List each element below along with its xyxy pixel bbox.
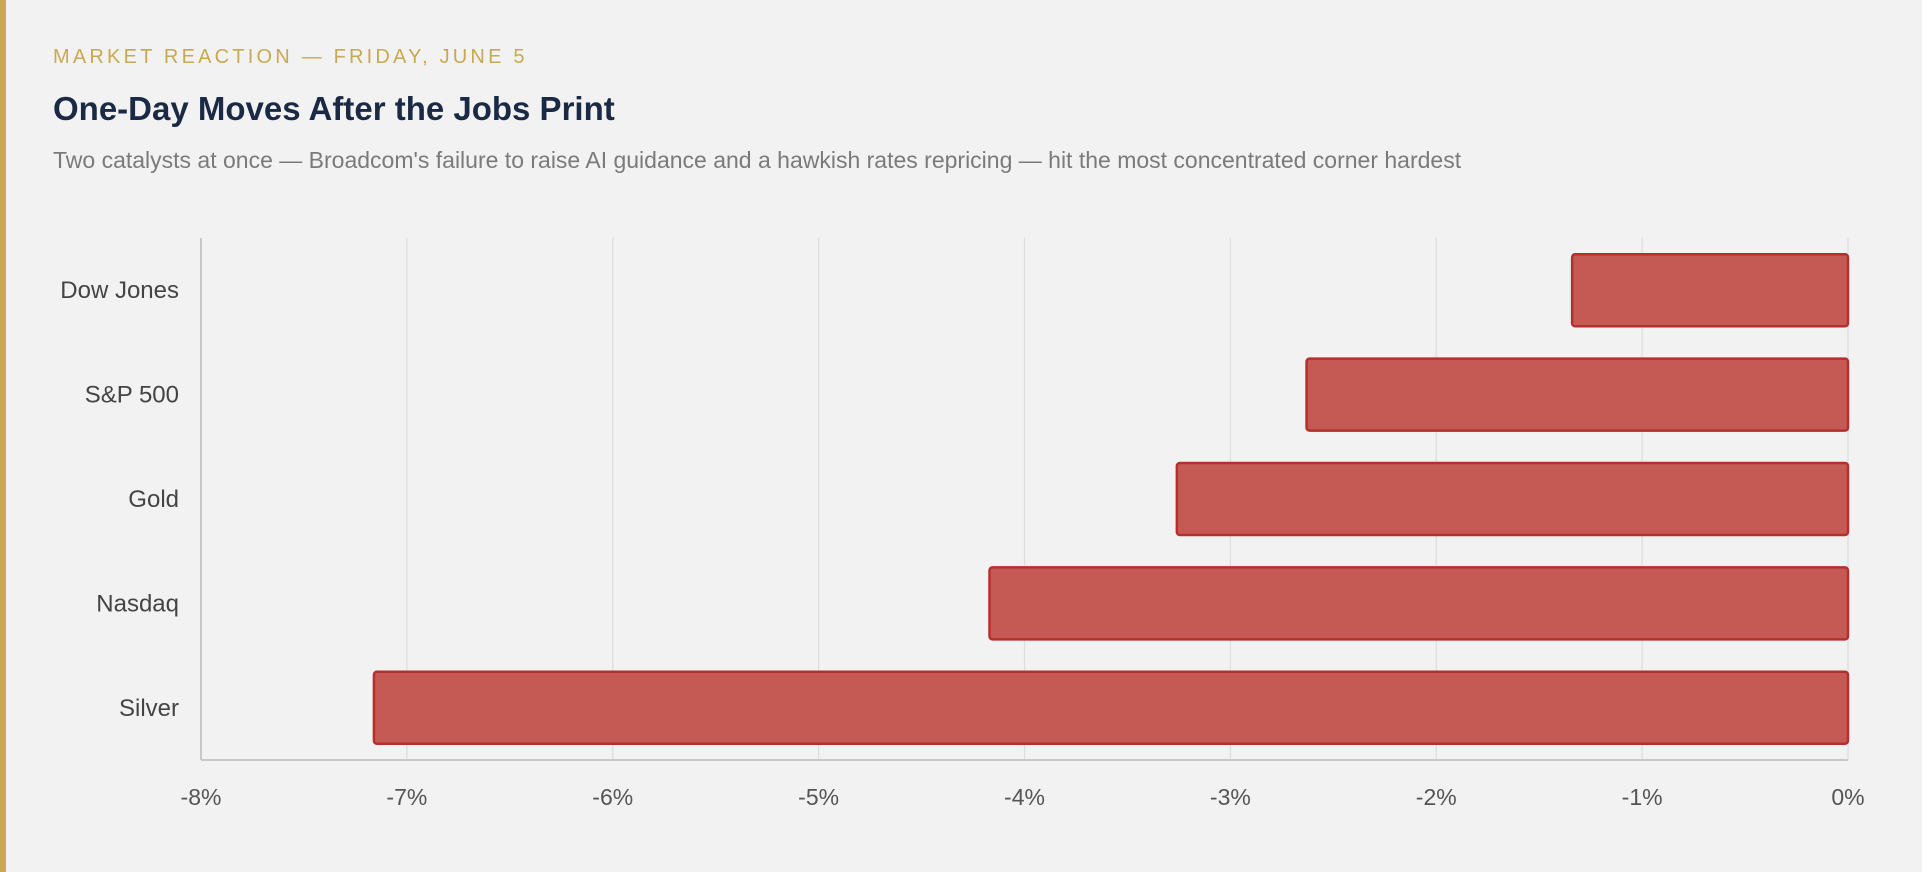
y-category-label: Silver <box>119 695 179 722</box>
bar <box>372 670 1850 746</box>
bar <box>1175 461 1850 537</box>
bars <box>372 252 1850 746</box>
eyebrow-label: MARKET REACTION — FRIDAY, JUNE 5 <box>53 46 528 68</box>
bar <box>1305 357 1850 432</box>
x-tick-label: -3% <box>1210 784 1251 810</box>
chart-subtitle: Two catalysts at once — Broadcom's failu… <box>53 147 1462 173</box>
x-tick-label: -2% <box>1416 784 1457 810</box>
bar <box>1570 252 1850 328</box>
axes <box>200 238 1848 761</box>
x-tick-label: -7% <box>386 784 427 810</box>
y-category-label: Gold <box>128 486 179 513</box>
y-category-label: Nasdaq <box>96 590 179 617</box>
x-tick-label: -6% <box>592 784 633 810</box>
accent-bar <box>0 0 6 872</box>
chart-title: One-Day Moves After the Jobs Print <box>53 90 615 127</box>
y-category-label: Dow Jones <box>60 277 179 304</box>
x-tick-label: -8% <box>181 784 222 810</box>
x-tick-label: -5% <box>798 784 839 810</box>
x-tick-label: -4% <box>1004 784 1045 810</box>
bar <box>988 566 1850 641</box>
x-tick-label: -1% <box>1622 784 1663 810</box>
x-tick-label: 0% <box>1831 784 1864 810</box>
y-category-label: S&P 500 <box>85 382 179 409</box>
labels: -8% -7% -6% -5% -4% -3% -2% -1% 0% Dow Jones S&P 5… <box>60 277 1864 810</box>
